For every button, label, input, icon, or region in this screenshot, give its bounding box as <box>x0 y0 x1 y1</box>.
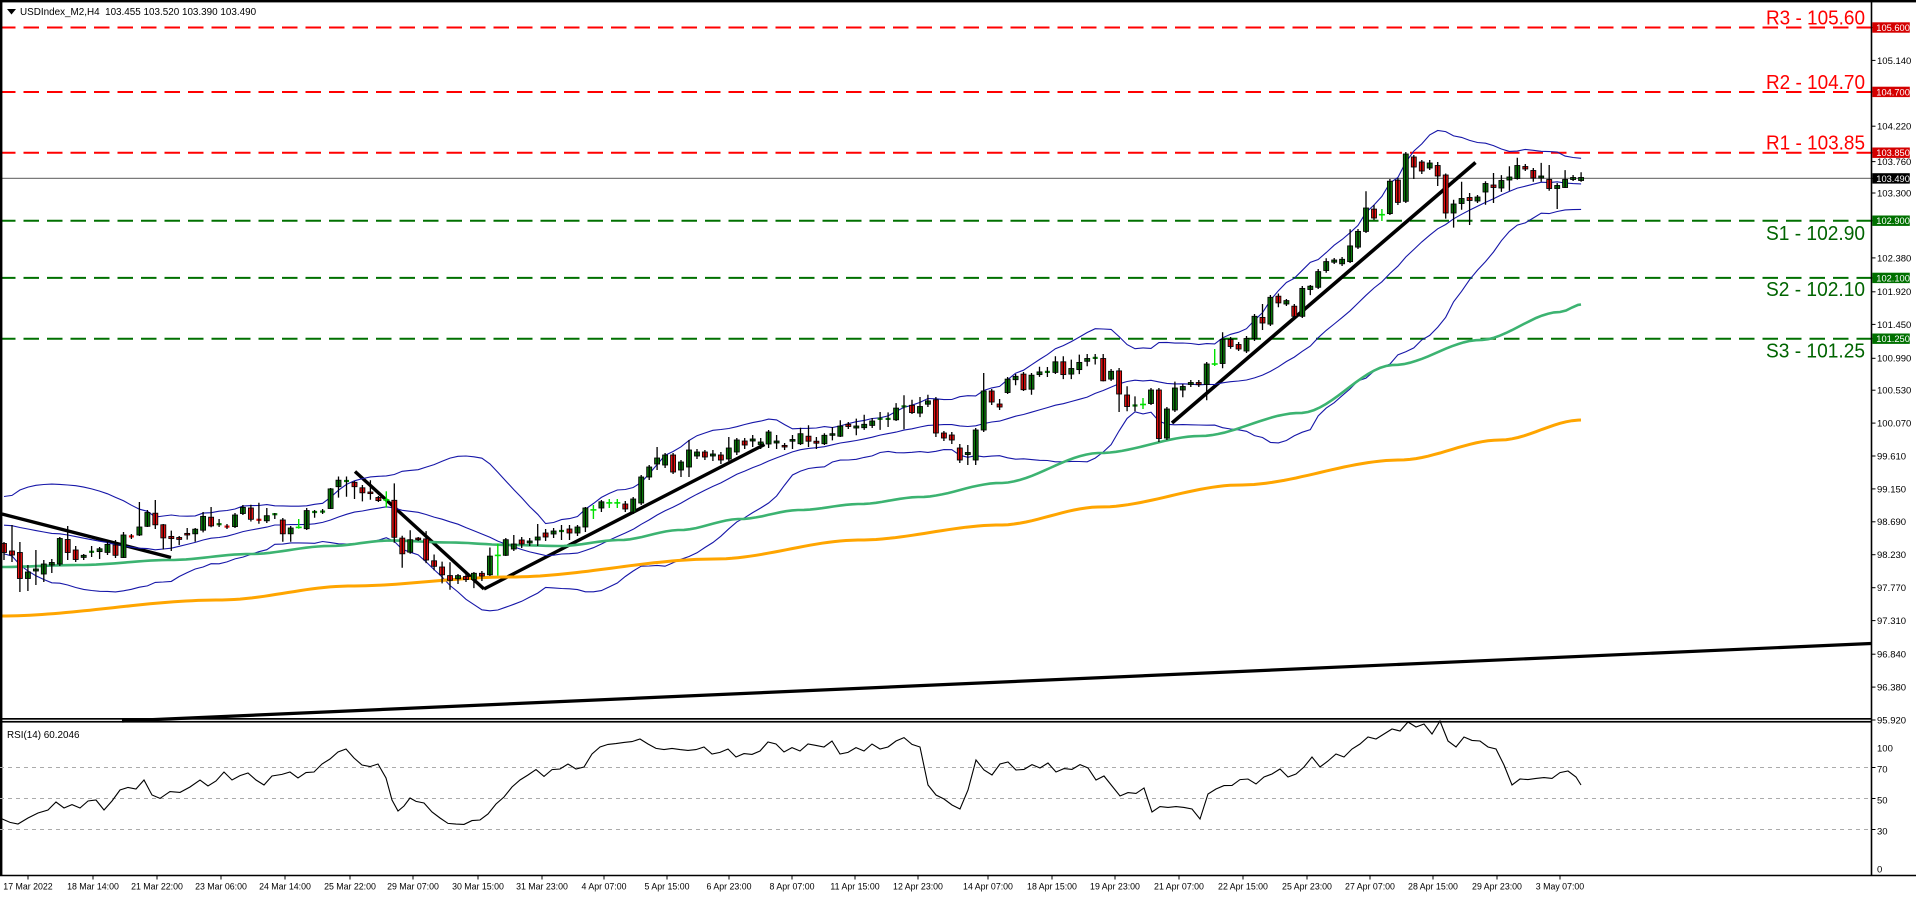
svg-text:6 Apr 23:00: 6 Apr 23:00 <box>707 882 752 892</box>
svg-text:101.450: 101.450 <box>1877 320 1911 331</box>
svg-text:28 Apr 15:00: 28 Apr 15:00 <box>1408 882 1458 892</box>
svg-text:25 Mar 22:00: 25 Mar 22:00 <box>324 882 376 892</box>
svg-text:R3 - 105.60: R3 - 105.60 <box>1766 7 1865 30</box>
svg-text:96.380: 96.380 <box>1877 683 1906 694</box>
svg-text:100: 100 <box>1877 743 1893 754</box>
svg-text:101.920: 101.920 <box>1877 287 1911 298</box>
svg-text:102.100: 102.100 <box>1876 273 1910 283</box>
svg-text:104.700: 104.700 <box>1876 87 1910 97</box>
svg-text:101.250: 101.250 <box>1876 334 1910 344</box>
svg-text:8 Apr 07:00: 8 Apr 07:00 <box>770 882 815 892</box>
svg-text:17 Mar 2022: 17 Mar 2022 <box>3 882 52 892</box>
svg-text:29 Mar 07:00: 29 Mar 07:00 <box>387 882 439 892</box>
svg-text:S1 - 102.90: S1 - 102.90 <box>1766 222 1865 245</box>
svg-text:11 Apr 15:00: 11 Apr 15:00 <box>830 882 879 892</box>
svg-text:105.140: 105.140 <box>1877 56 1911 67</box>
svg-text:31 Mar 23:00: 31 Mar 23:00 <box>516 882 568 892</box>
svg-text:102.380: 102.380 <box>1877 253 1911 264</box>
svg-text:98.690: 98.690 <box>1877 517 1906 528</box>
svg-text:S3 - 101.25: S3 - 101.25 <box>1766 340 1865 363</box>
svg-text:22 Apr 15:00: 22 Apr 15:00 <box>1218 882 1268 892</box>
svg-text:99.610: 99.610 <box>1877 451 1906 462</box>
svg-text:104.220: 104.220 <box>1877 122 1911 133</box>
svg-text:R1 - 103.85: R1 - 103.85 <box>1766 132 1865 155</box>
svg-text:USDIndex_M2,H4 103.455 103.52: USDIndex_M2,H4 103.455 103.520 103.390 1… <box>20 7 257 18</box>
svg-text:RSI(14) 60.2046: RSI(14) 60.2046 <box>7 730 80 741</box>
svg-text:18 Apr 15:00: 18 Apr 15:00 <box>1027 882 1077 892</box>
svg-text:100.530: 100.530 <box>1877 386 1911 397</box>
svg-text:19 Apr 23:00: 19 Apr 23:00 <box>1090 882 1140 892</box>
svg-text:97.310: 97.310 <box>1877 616 1906 627</box>
svg-text:100.070: 100.070 <box>1877 419 1911 430</box>
svg-text:25 Apr 23:00: 25 Apr 23:00 <box>1282 882 1332 892</box>
svg-text:S2 - 102.10: S2 - 102.10 <box>1766 278 1865 301</box>
svg-text:100.990: 100.990 <box>1877 354 1911 365</box>
svg-text:21 Mar 22:00: 21 Mar 22:00 <box>131 882 183 892</box>
svg-text:12 Apr 23:00: 12 Apr 23:00 <box>893 882 943 892</box>
svg-text:103.760: 103.760 <box>1877 157 1911 168</box>
svg-text:18 Mar 14:00: 18 Mar 14:00 <box>67 882 119 892</box>
svg-text:98.230: 98.230 <box>1877 550 1906 561</box>
svg-text:29 Apr 23:00: 29 Apr 23:00 <box>1472 882 1522 892</box>
svg-text:105.600: 105.600 <box>1876 23 1910 33</box>
svg-text:5 Apr 15:00: 5 Apr 15:00 <box>645 882 690 892</box>
svg-text:4 Apr 07:00: 4 Apr 07:00 <box>582 882 627 892</box>
svg-text:103.850: 103.850 <box>1876 148 1910 158</box>
svg-text:14 Apr 07:00: 14 Apr 07:00 <box>963 882 1013 892</box>
svg-text:23 Mar 06:00: 23 Mar 06:00 <box>195 882 247 892</box>
svg-text:96.840: 96.840 <box>1877 650 1906 661</box>
svg-text:27 Apr 07:00: 27 Apr 07:00 <box>1345 882 1395 892</box>
svg-text:50: 50 <box>1877 795 1888 806</box>
svg-text:103.300: 103.300 <box>1877 188 1911 199</box>
svg-text:24 Mar 14:00: 24 Mar 14:00 <box>259 882 311 892</box>
svg-text:0: 0 <box>1877 864 1882 875</box>
svg-text:R2 - 104.70: R2 - 104.70 <box>1766 71 1865 94</box>
svg-text:30 Mar 15:00: 30 Mar 15:00 <box>452 882 504 892</box>
svg-text:99.150: 99.150 <box>1877 484 1906 495</box>
svg-text:21 Apr 07:00: 21 Apr 07:00 <box>1154 882 1204 892</box>
svg-text:95.920: 95.920 <box>1877 715 1906 726</box>
svg-text:30: 30 <box>1877 826 1888 837</box>
svg-text:97.770: 97.770 <box>1877 583 1906 594</box>
svg-text:3 May 07:00: 3 May 07:00 <box>1536 882 1585 892</box>
svg-text:70: 70 <box>1877 764 1888 775</box>
svg-text:103.490: 103.490 <box>1876 174 1910 184</box>
svg-text:102.900: 102.900 <box>1876 216 1910 226</box>
